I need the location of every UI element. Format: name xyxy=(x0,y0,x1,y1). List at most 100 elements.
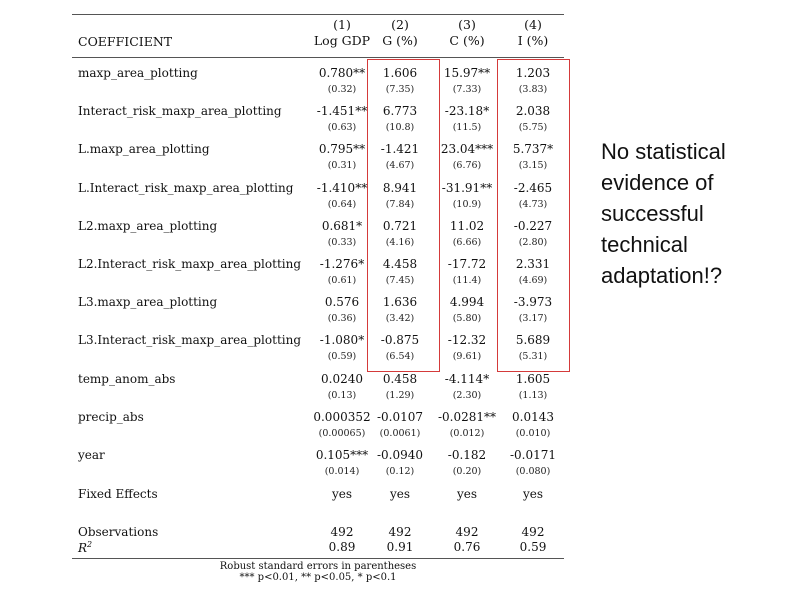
table-header-rule xyxy=(72,57,564,58)
std-error: (1.29) xyxy=(385,389,415,401)
highlight-box-i-column xyxy=(497,59,570,372)
row-variable-name: Interact_risk_maxp_area_plotting xyxy=(78,104,282,119)
std-error: (2.80) xyxy=(518,236,548,248)
std-error: (0.014) xyxy=(324,466,360,477)
coef-value: -1.080* xyxy=(319,333,365,348)
coef-value: 8.941 xyxy=(382,180,418,195)
col-header-2: (2) G (%) xyxy=(360,17,440,49)
coef-value: 1.605 xyxy=(515,371,551,386)
std-error: (9.61) xyxy=(452,351,482,363)
row-variable-name: L.maxp_area_plotting xyxy=(78,142,210,157)
std-error: (3.17) xyxy=(518,313,548,325)
std-error: (1.13) xyxy=(518,389,548,401)
fixed-effects-label: Fixed Effects xyxy=(78,487,158,502)
observations-value: 492 xyxy=(330,525,354,540)
observations-value: 492 xyxy=(521,525,545,540)
coef-value: 4.994 xyxy=(449,295,485,310)
coef-value: 11.02 xyxy=(449,218,485,233)
coef-value: 5.737* xyxy=(512,142,554,157)
fixed-effects-value: yes xyxy=(522,487,544,502)
coef-value: -1.421 xyxy=(380,142,420,157)
std-error: (0.31) xyxy=(327,160,357,172)
coef-value: -0.227 xyxy=(513,218,553,233)
coef-value: 2.331 xyxy=(515,257,551,271)
std-error: (0.59) xyxy=(327,351,357,363)
std-error: (3.83) xyxy=(518,84,548,95)
coef-value: -23.18* xyxy=(444,104,490,119)
std-error: (7.45) xyxy=(385,275,415,286)
row-variable-name: maxp_area_plotting xyxy=(78,66,198,80)
std-error: (5.31) xyxy=(518,351,548,363)
r-squared-superscript: 2 xyxy=(87,540,93,550)
coef-value: 4.458 xyxy=(382,257,418,271)
std-error: (0.00065) xyxy=(318,427,366,439)
observations-value: 492 xyxy=(388,525,412,540)
std-error: (3.42) xyxy=(385,313,415,325)
std-error: (10.8) xyxy=(385,122,415,134)
row-variable-name: L3.Interact_risk_maxp_area_plotting xyxy=(78,333,302,348)
std-error: (7.33) xyxy=(452,84,482,95)
std-error: (4.67) xyxy=(385,160,415,172)
fixed-effects-value: yes xyxy=(456,487,478,502)
std-error: (10.9) xyxy=(452,198,482,210)
coef-value: 0.458 xyxy=(382,371,418,386)
coef-value: -0.0107 xyxy=(376,409,424,424)
col-name: Log GDP xyxy=(313,33,371,48)
std-error: (0.080) xyxy=(515,466,551,477)
std-error: (0.13) xyxy=(327,389,357,401)
col-name: C (%) xyxy=(449,33,485,48)
std-error: (0.64) xyxy=(327,198,357,210)
std-error: (0.010) xyxy=(515,427,551,439)
std-error: (4.73) xyxy=(518,198,548,210)
coef-value: -3.973 xyxy=(513,295,553,310)
std-error: (11.5) xyxy=(452,122,482,134)
row-variable-name: L.Interact_risk_maxp_area_plotting xyxy=(78,180,294,195)
coef-value: 0.795** xyxy=(318,142,366,157)
coef-value: -2.465 xyxy=(513,180,553,195)
coef-value: 0.000352 xyxy=(313,409,371,424)
coef-value: -12.32 xyxy=(447,333,487,348)
col-number: (1) xyxy=(333,17,351,32)
fixed-effects-value: yes xyxy=(389,487,411,502)
coef-value: 0.780** xyxy=(318,66,366,80)
std-error: (7.35) xyxy=(385,84,415,95)
coef-value: -1.451** xyxy=(316,104,368,119)
r-squared-label: R2 xyxy=(78,540,92,555)
coef-value: -0.0171 xyxy=(509,448,557,462)
std-error: (6.54) xyxy=(385,351,415,363)
coef-value: 23.04*** xyxy=(440,142,494,157)
row-variable-name: L2.Interact_risk_maxp_area_plotting xyxy=(78,257,302,271)
coef-value: 5.689 xyxy=(515,333,551,348)
side-annotation: No statistical evidence of successful te… xyxy=(601,139,726,288)
coef-value: 1.636 xyxy=(382,295,418,310)
std-error: (0.63) xyxy=(327,122,357,134)
coef-value: 1.606 xyxy=(382,66,418,80)
row-variable-name: precip_abs xyxy=(78,409,144,424)
col-number: (4) xyxy=(524,17,542,32)
col-name: G (%) xyxy=(382,33,418,48)
table-top-rule xyxy=(72,14,564,15)
row-variable-name: year xyxy=(78,448,105,462)
row-variable-name: L3.maxp_area_plotting xyxy=(78,295,218,310)
std-error: (0.20) xyxy=(452,466,482,477)
coef-value: 2.038 xyxy=(515,104,551,119)
coef-value: 0.721 xyxy=(382,218,418,233)
table-notes: Robust standard errors in parentheses **… xyxy=(168,561,468,583)
coef-value: 15.97** xyxy=(443,66,491,80)
coef-value: 0.105*** xyxy=(315,448,369,462)
row-variable-name: temp_anom_abs xyxy=(78,371,176,386)
coef-value: -17.72 xyxy=(447,257,487,271)
col-number: (2) xyxy=(391,17,409,32)
std-error: (0.012) xyxy=(449,427,485,439)
coef-value: 1.203 xyxy=(515,66,551,80)
coef-value: -0.182 xyxy=(447,448,487,462)
std-error: (6.66) xyxy=(452,236,482,248)
r-squared-letter: R xyxy=(78,541,88,556)
row-variable-name: L2.maxp_area_plotting xyxy=(78,218,218,233)
coef-value: 0.681* xyxy=(321,218,363,233)
col-number: (3) xyxy=(458,17,476,32)
col-name: I (%) xyxy=(517,33,549,48)
std-error: (0.0061) xyxy=(379,427,421,439)
std-error: (11.4) xyxy=(452,275,482,286)
coef-value: -0.0281** xyxy=(437,409,497,424)
